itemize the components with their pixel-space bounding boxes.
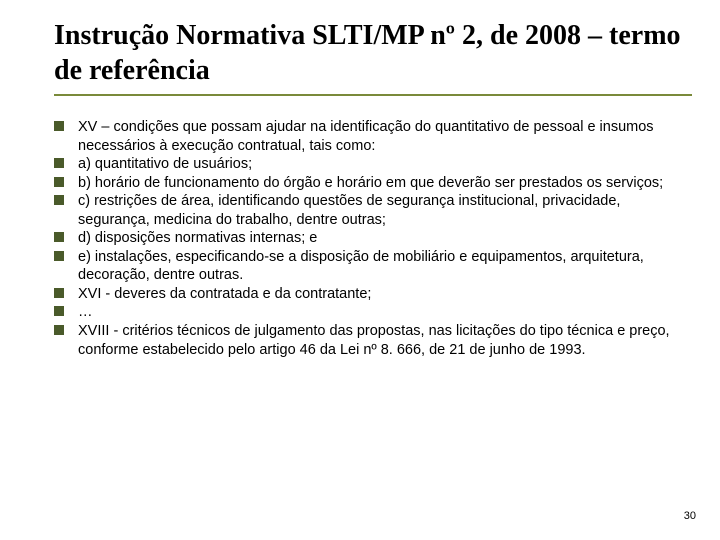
- list-item: b) horário de funcionamento do órgão e h…: [54, 174, 692, 193]
- bullet-icon: [54, 232, 64, 242]
- bullet-icon: [54, 195, 64, 205]
- bullet-list: XV – condições que possam ajudar na iden…: [54, 118, 692, 359]
- bullet-icon: [54, 121, 64, 131]
- list-item-text: XV – condições que possam ajudar na iden…: [78, 119, 654, 154]
- list-item-text: c) restrições de área, identificando que…: [78, 193, 620, 228]
- slide-title: Instrução Normativa SLTI/MP nº 2, de 200…: [54, 18, 692, 88]
- bullet-icon: [54, 251, 64, 261]
- bullet-icon: [54, 177, 64, 187]
- bullet-icon: [54, 325, 64, 335]
- page-number: 30: [684, 510, 696, 522]
- list-item: XVI - deveres da contratada e da contrat…: [54, 285, 692, 304]
- list-item-text: XVI - deveres da contratada e da contrat…: [78, 286, 371, 302]
- list-item: a) quantitativo de usuários;: [54, 155, 692, 174]
- list-item-text: XVIII - critérios técnicos de julgamento…: [78, 323, 670, 358]
- list-item-text: a) quantitativo de usuários;: [78, 156, 252, 172]
- list-item: e) instalações, especificando-se a dispo…: [54, 248, 692, 285]
- list-item-text: d) disposições normativas internas; e: [78, 230, 317, 246]
- list-item: XVIII - critérios técnicos de julgamento…: [54, 322, 692, 359]
- list-item: XV – condições que possam ajudar na iden…: [54, 118, 692, 155]
- bullet-icon: [54, 306, 64, 316]
- bullet-icon: [54, 288, 64, 298]
- list-item: c) restrições de área, identificando que…: [54, 192, 692, 229]
- list-item-text: …: [78, 304, 93, 320]
- title-underline: [54, 94, 692, 96]
- list-item: d) disposições normativas internas; e: [54, 229, 692, 248]
- slide: Instrução Normativa SLTI/MP nº 2, de 200…: [0, 0, 720, 540]
- list-item-text: e) instalações, especificando-se a dispo…: [78, 249, 644, 284]
- list-item: …: [54, 303, 692, 322]
- bullet-icon: [54, 158, 64, 168]
- list-item-text: b) horário de funcionamento do órgão e h…: [78, 175, 663, 191]
